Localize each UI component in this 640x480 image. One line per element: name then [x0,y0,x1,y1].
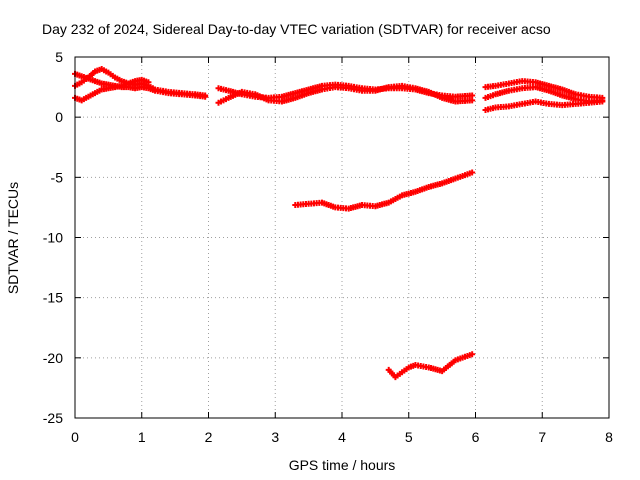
data-points [72,66,606,381]
series-track-e [215,82,476,106]
series-track-j [385,351,476,381]
data-point [469,351,476,358]
y-tick-label: -25 [43,410,63,426]
y-tick-label: -5 [51,169,64,185]
data-point [145,79,152,86]
x-tick-label: 2 [205,429,213,445]
x-tick-label: 0 [71,429,79,445]
y-tick-label: 0 [55,109,63,125]
x-tick-label: 1 [138,429,146,445]
data-point [469,97,476,104]
series-track-c [72,76,152,104]
data-point [202,92,209,99]
series-track-d [215,81,476,101]
data-point [599,98,606,105]
x-tick-label: 6 [472,429,480,445]
x-tick-label: 8 [605,429,613,445]
x-tick-label: 4 [338,429,346,445]
data-point [469,169,476,176]
chart-title: Day 232 of 2024, Sidereal Day-to-day VTE… [42,21,551,37]
y-tick-label: -10 [43,230,63,246]
y-tick-label: -20 [43,350,63,366]
x-axis-title: GPS time / hours [289,457,396,473]
x-tick-label: 3 [271,429,279,445]
series-track-i [292,169,476,212]
x-tick-label: 7 [538,429,546,445]
x-tick-label: 5 [405,429,413,445]
y-tick-label: -15 [43,290,63,306]
axis-ticks: 0 1 2 3 4 5 6 7 8 5 0 -5 -10 -15 -20 -25 [43,49,613,445]
grid [75,57,609,418]
series-track-f [482,78,606,101]
y-axis-title: SDTVAR / TECUs [5,182,21,294]
y-tick-label: 5 [55,49,63,65]
series-track-h [482,98,606,113]
